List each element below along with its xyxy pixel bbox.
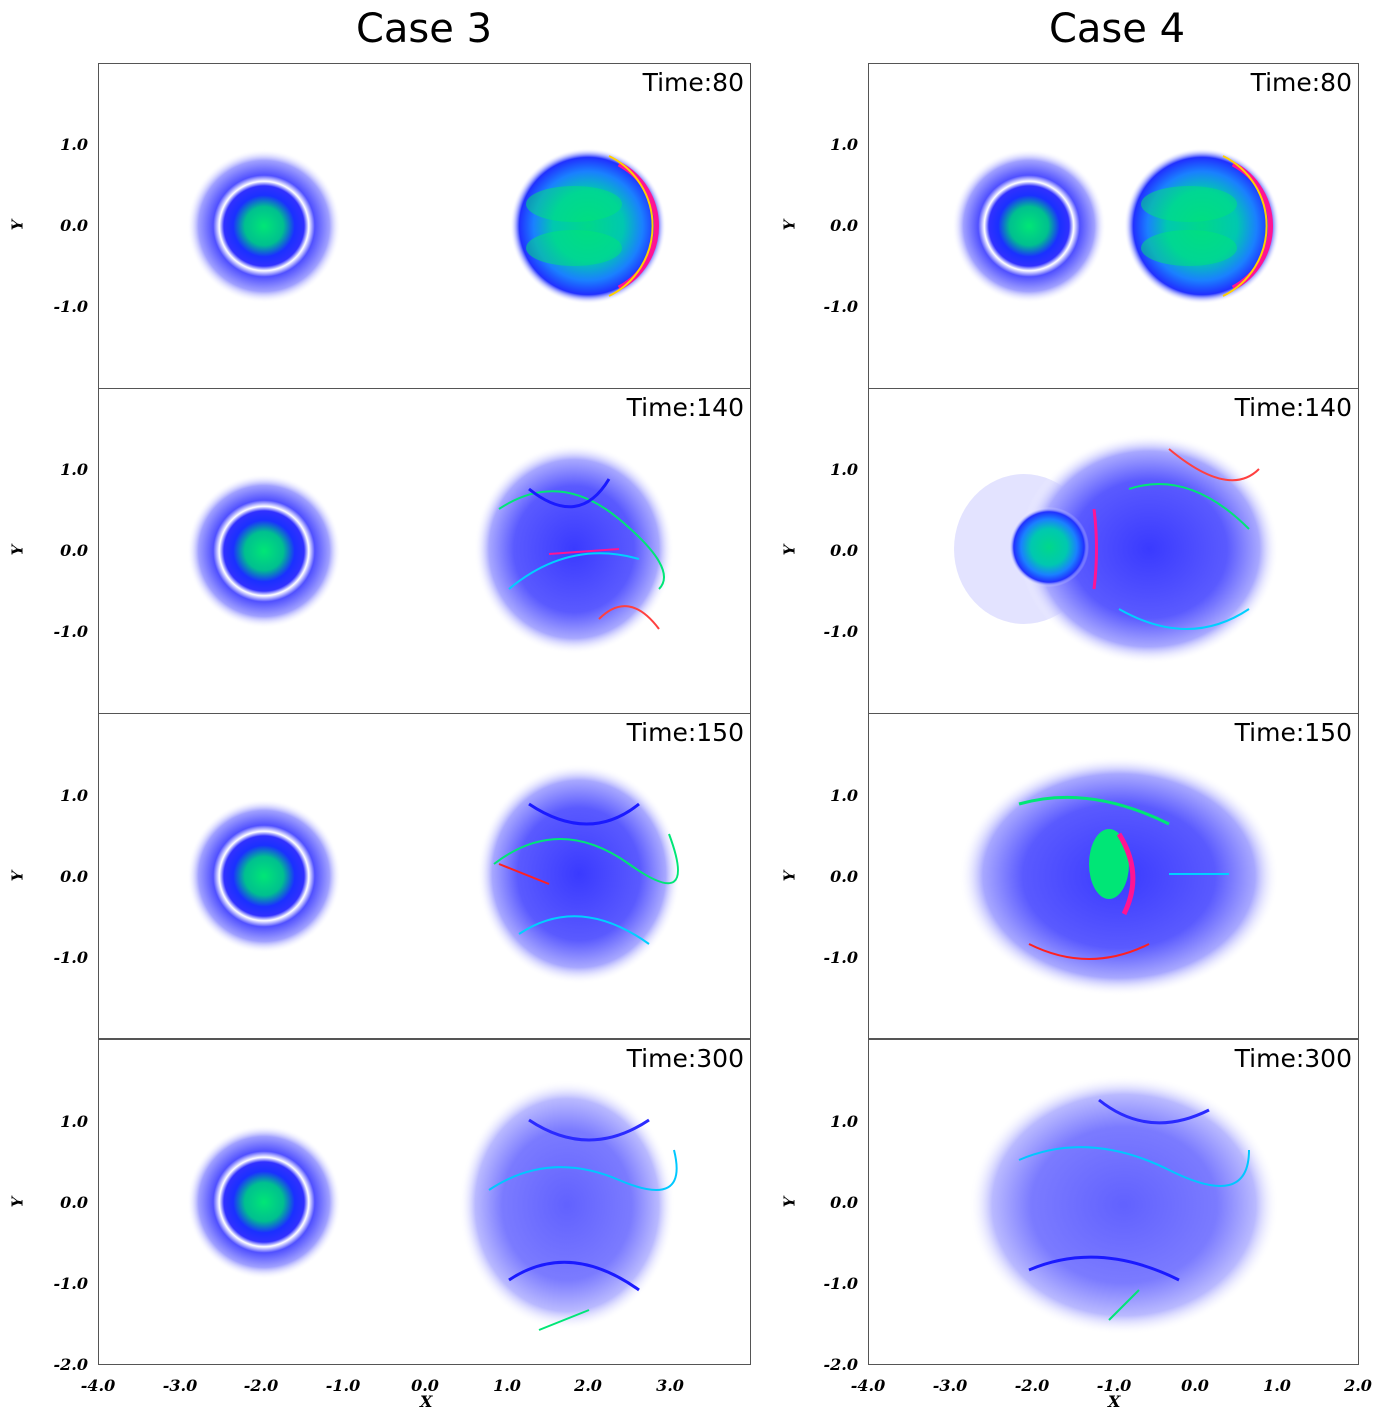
y-tick-label: -1.0 xyxy=(823,1274,858,1293)
y-tick-label: -1.0 xyxy=(53,622,88,641)
y-tick-label: 0.0 xyxy=(60,216,88,235)
y-tick-label: 1.0 xyxy=(830,1112,858,1131)
field-case4-t80 xyxy=(952,148,1280,304)
case-3-title: Case 3 xyxy=(355,6,493,52)
y-tick-label: -1.0 xyxy=(823,297,858,316)
panel-case4-t300: Time:300 xyxy=(868,1039,1359,1365)
case-4-title: Case 4 xyxy=(1048,6,1186,52)
field-case3-t80 xyxy=(187,148,666,304)
y-tick-label: 1.0 xyxy=(830,135,858,154)
y-axis-title: Y xyxy=(8,1196,27,1208)
x-tick-label: 3.0 xyxy=(656,1376,684,1395)
x-axis-title: X xyxy=(1108,1392,1121,1411)
y-tick-label: -2.0 xyxy=(53,1355,88,1374)
y-axis-title: Y xyxy=(8,544,27,556)
y-tick-label: 0.0 xyxy=(830,541,858,560)
x-axis-title: X xyxy=(420,1392,433,1411)
time-label: Time:80 xyxy=(1250,68,1352,97)
y-tick-label: -1.0 xyxy=(823,622,858,641)
time-label: Time:150 xyxy=(626,718,744,747)
y-tick-label: 0.0 xyxy=(830,867,858,886)
x-tick-label: -2.0 xyxy=(243,1376,279,1395)
y-tick-label: -1.0 xyxy=(53,948,88,967)
x-tick-label: -3.0 xyxy=(932,1376,968,1395)
y-tick-label: 1.0 xyxy=(830,460,858,479)
x-tick-label: 0.0 xyxy=(411,1376,439,1395)
x-tick-label: -3.0 xyxy=(162,1376,198,1395)
y-tick-label: 1.0 xyxy=(60,460,88,479)
y-tick-label: 0.0 xyxy=(830,1193,858,1212)
panel-case3-t140: Time:140 xyxy=(98,388,751,714)
y-tick-label: 1.0 xyxy=(60,786,88,805)
panel-case4-t140: Time:140 xyxy=(868,388,1359,714)
time-label: Time:150 xyxy=(1234,718,1352,747)
y-axis-title: Y xyxy=(8,870,27,882)
x-tick-label: 1.0 xyxy=(493,1376,521,1395)
panel-case3-t150: Time:150 xyxy=(98,713,751,1039)
time-label: Time:300 xyxy=(626,1044,744,1073)
x-tick-label: 2.0 xyxy=(1344,1376,1372,1395)
field-case3-t140 xyxy=(187,444,674,654)
field-case3-t150 xyxy=(187,764,681,984)
x-tick-label: -2.0 xyxy=(1014,1376,1050,1395)
field-case3-t300 xyxy=(187,1080,678,1331)
y-axis-title: Y xyxy=(780,219,799,231)
y-axis-title: Y xyxy=(780,1196,799,1208)
y-tick-label: 1.0 xyxy=(60,135,88,154)
y-tick-label: 0.0 xyxy=(60,867,88,886)
x-tick-label: -1.0 xyxy=(325,1376,361,1395)
x-tick-label: -4.0 xyxy=(850,1376,886,1395)
time-label: Time:140 xyxy=(1234,393,1352,422)
y-tick-label: 1.0 xyxy=(60,1112,88,1131)
time-label: Time:140 xyxy=(626,393,744,422)
y-axis-title: Y xyxy=(780,544,799,556)
y-tick-label: -2.0 xyxy=(823,1355,858,1374)
y-tick-label: -1.0 xyxy=(53,297,88,316)
y-axis-title: Y xyxy=(780,870,799,882)
panel-case4-t80: Time:80 xyxy=(868,63,1359,389)
y-tick-label: 0.0 xyxy=(60,541,88,560)
field-case4-t300 xyxy=(969,1075,1279,1335)
y-tick-label: -1.0 xyxy=(53,1274,88,1293)
field-case4-t150 xyxy=(959,756,1279,996)
panel-case3-t80: Time:80 xyxy=(98,63,751,389)
y-tick-label: -1.0 xyxy=(823,948,858,967)
time-label: Time:300 xyxy=(1234,1044,1352,1073)
x-tick-label: 2.0 xyxy=(574,1376,602,1395)
y-tick-label: 0.0 xyxy=(60,1193,88,1212)
panel-case4-t150: Time:150 xyxy=(868,713,1359,1039)
y-tick-label: 0.0 xyxy=(830,216,858,235)
y-axis-title: Y xyxy=(8,219,27,231)
x-tick-label: -4.0 xyxy=(80,1376,116,1395)
time-label: Time:80 xyxy=(642,68,744,97)
x-tick-label: 0.0 xyxy=(1181,1376,1209,1395)
panel-case3-t300: Time:300 xyxy=(98,1039,751,1365)
x-tick-label: 1.0 xyxy=(1263,1376,1291,1395)
field-case4-t140 xyxy=(954,434,1279,664)
y-tick-label: 1.0 xyxy=(830,786,858,805)
x-tick-label: -1.0 xyxy=(1096,1376,1132,1395)
